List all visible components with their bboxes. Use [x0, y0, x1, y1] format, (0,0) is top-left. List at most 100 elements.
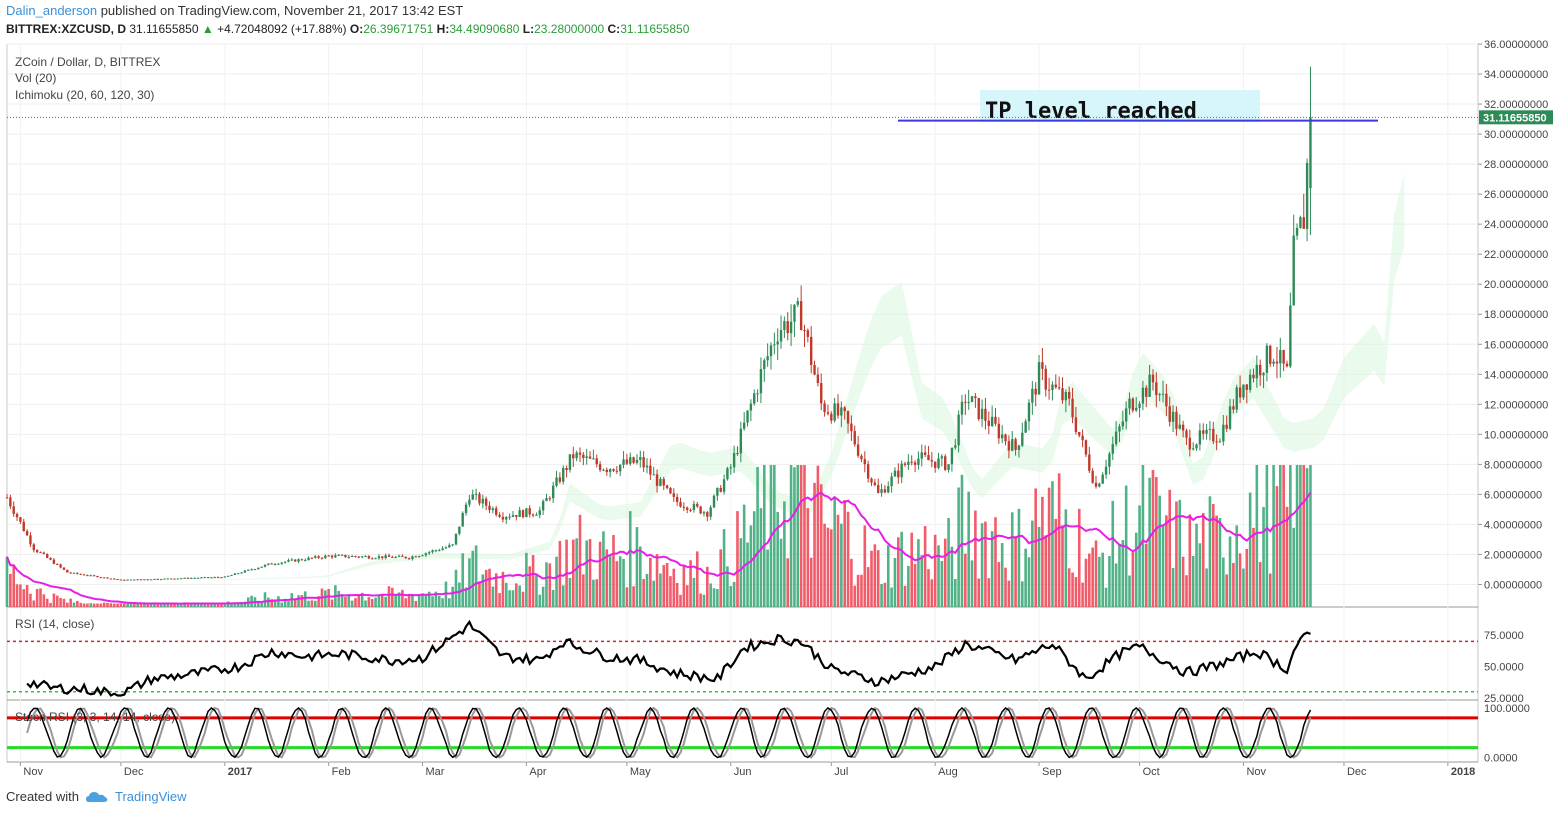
candle-body	[273, 563, 277, 565]
candle-body	[180, 578, 183, 580]
candle-body	[293, 559, 297, 562]
tp-level: TP level reached	[7, 90, 1478, 124]
volume-bar	[347, 595, 351, 607]
volume-bar	[52, 593, 56, 607]
volume-bar	[1104, 587, 1108, 607]
candle-body	[52, 559, 56, 564]
stoch-rsi-panel: 100.0000 0.0000	[7, 703, 1530, 765]
candle-body	[615, 470, 619, 472]
close-label: C:	[607, 22, 621, 36]
candle-body	[190, 577, 193, 579]
candle-body	[662, 479, 665, 486]
volume-bar	[927, 569, 930, 607]
candle-body	[233, 573, 237, 576]
y-tick-label: 0.00000000	[1484, 579, 1542, 591]
volume-bar	[79, 602, 83, 607]
candle-body	[515, 515, 518, 517]
candle-body	[1031, 388, 1034, 403]
candle-body	[431, 550, 434, 553]
volume-bar	[876, 550, 880, 607]
volume-bar	[1014, 536, 1017, 607]
volume-bar	[1161, 525, 1165, 607]
volume-bar	[628, 511, 632, 607]
volume-bar	[401, 589, 404, 607]
volume-bar	[72, 602, 76, 607]
volume-bar	[1037, 526, 1041, 607]
candle-body	[826, 412, 830, 414]
candle-body	[997, 423, 1001, 439]
candle-body	[1108, 453, 1111, 467]
candle-body	[424, 553, 428, 556]
volume-bar	[1094, 540, 1098, 607]
candle-body	[1258, 364, 1262, 376]
y-tick-label: 2.00000000	[1484, 549, 1542, 561]
candle-body	[411, 556, 414, 559]
main-legend[interactable]: ZCoin / Dollar, D, BITTREX	[15, 55, 160, 69]
candle-body	[1124, 408, 1128, 422]
volume-bar	[571, 539, 575, 607]
volume-bar	[189, 603, 193, 607]
candle-body	[1191, 448, 1195, 450]
volume-bar	[1081, 582, 1084, 607]
candle-body	[5, 497, 9, 499]
volume-bar	[1252, 527, 1255, 607]
created-with-text: Created with	[6, 789, 79, 804]
candle-body	[297, 559, 300, 562]
candle-body	[1279, 350, 1282, 364]
ichimoku-legend[interactable]: Ichimoku (20, 60, 120, 30)	[15, 88, 154, 102]
volume-bar	[588, 539, 592, 607]
candle-body	[1302, 217, 1305, 229]
x-tick-label: Nov	[23, 766, 43, 778]
candle-body	[1188, 437, 1192, 450]
rsi-legend[interactable]: RSI (14, close)	[15, 617, 94, 631]
stoch-legend[interactable]: Stoch RSI (3, 3, 14, 14, close)	[15, 710, 175, 724]
volume-bar	[796, 465, 800, 607]
volume-ma-line	[6, 491, 1312, 605]
volume-bar	[86, 603, 89, 607]
volume-bar	[551, 589, 555, 607]
volume-bar	[829, 529, 833, 607]
candle-body	[92, 575, 96, 577]
candle-body	[454, 533, 458, 545]
volume-bar	[42, 594, 46, 607]
candle-body	[833, 403, 836, 421]
candle-body	[753, 393, 756, 404]
volume-bar	[49, 602, 52, 607]
volume-bar	[1242, 568, 1245, 607]
candle-body	[428, 552, 431, 554]
volume-bar	[494, 573, 498, 607]
volume-bar	[665, 562, 669, 607]
volume-bar	[370, 599, 374, 607]
candle-body	[421, 555, 424, 557]
candle-body	[860, 455, 863, 460]
candle-body	[568, 454, 572, 471]
volume-bar	[1205, 568, 1208, 607]
candle-body	[1014, 439, 1017, 450]
x-tick-label: 2017	[228, 766, 252, 778]
volume-bar	[45, 598, 49, 607]
candle-body	[1061, 388, 1064, 401]
author-link[interactable]: Dalin_anderson	[6, 3, 98, 18]
volume-bar	[649, 557, 652, 607]
volume-bar	[756, 466, 759, 607]
candle-body	[954, 445, 957, 448]
volume-bar	[685, 585, 689, 607]
volume-bar	[357, 594, 361, 607]
candle-body	[260, 566, 263, 568]
volume-bar	[173, 603, 176, 607]
volume-bar	[920, 555, 924, 607]
candle-body	[216, 577, 220, 579]
tradingview-link[interactable]: TradingView	[114, 789, 187, 804]
candle-body	[417, 555, 421, 558]
vol-legend[interactable]: Vol (20)	[15, 71, 56, 85]
volume-bar	[1024, 548, 1027, 607]
volume-bar	[1238, 553, 1242, 607]
candle-body	[247, 569, 250, 571]
volume-bar	[76, 600, 79, 607]
candle-body	[980, 408, 984, 420]
candle-body	[29, 535, 32, 545]
volume-bar	[977, 578, 981, 607]
candle-body	[404, 556, 407, 559]
volume-bar	[1262, 506, 1265, 607]
